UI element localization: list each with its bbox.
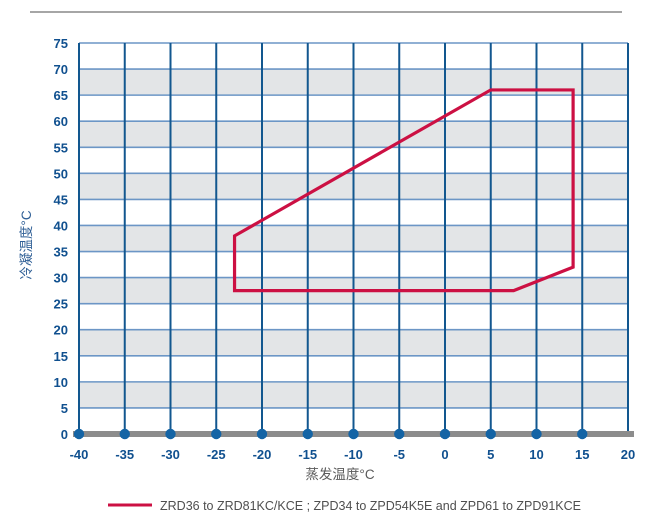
y-tick-label: 65 — [54, 88, 68, 103]
axis-marker-dot — [485, 428, 496, 440]
x-axis-tick-labels: -40 -35 -30 -25 -20 -15 -10 -5 0 5 10 15 20 — [70, 447, 636, 462]
y-tick-label: 35 — [54, 245, 68, 260]
y-tick-label: 20 — [54, 323, 68, 338]
y-tick-label: 75 — [54, 36, 68, 51]
x-tick-label: 20 — [621, 447, 635, 462]
x-tick-label: -30 — [161, 447, 180, 462]
chart-legend: ZRD36 to ZRD81KC/KCE ; ZPD34 to ZPD54K5E… — [108, 499, 581, 513]
y-axis-title: 冷凝温度°C — [19, 210, 34, 279]
x-tick-label: 10 — [529, 447, 543, 462]
y-tick-label: 0 — [61, 427, 68, 442]
y-tick-label: 15 — [54, 349, 68, 364]
y-tick-label: 10 — [54, 375, 68, 390]
y-tick-label: 50 — [54, 166, 68, 181]
series-envelope-polygon — [232, 88, 575, 293]
top-divider — [30, 11, 622, 13]
axis-marker-dot — [394, 428, 405, 440]
y-tick-label: 70 — [54, 62, 68, 77]
x-tick-label: -5 — [393, 447, 405, 462]
y-tick-label: 5 — [61, 401, 68, 416]
axis-marker-dot — [439, 428, 451, 440]
axis-marker-dot — [256, 428, 268, 440]
y-tick-label: 40 — [54, 218, 68, 233]
axis-marker-dot — [211, 428, 222, 440]
axis-marker-dot — [577, 428, 588, 440]
x-tick-label: 5 — [487, 447, 494, 462]
y-tick-label: 45 — [54, 192, 68, 207]
y-tick-label: 60 — [54, 114, 68, 129]
x-tick-label: 15 — [575, 447, 589, 462]
vertical-gridlines — [78, 43, 629, 434]
x-axis-markers — [73, 428, 588, 440]
y-tick-label: 25 — [54, 297, 68, 312]
x-tick-label: 0 — [441, 447, 448, 462]
axis-marker-dot — [302, 428, 313, 440]
y-axis-tick-labels: 0 5 10 15 20 25 30 35 40 45 50 55 60 65 70 75 — [54, 36, 68, 442]
x-tick-label: -20 — [253, 447, 272, 462]
x-tick-label: -10 — [344, 447, 363, 462]
axis-marker-dot — [531, 428, 542, 440]
x-tick-label: -40 — [70, 447, 89, 462]
axis-marker-dot — [119, 428, 130, 440]
axis-marker-dot — [73, 428, 85, 440]
axis-marker-dot — [165, 428, 176, 440]
y-tick-label: 55 — [54, 140, 68, 155]
envelope-outline — [232, 88, 575, 293]
legend-item-label: ZRD36 to ZRD81KC/KCE ; ZPD34 to ZPD54K5E… — [160, 499, 581, 513]
x-tick-label: -25 — [207, 447, 226, 462]
x-axis-title: 蒸发温度°C — [305, 467, 374, 482]
axis-marker-dot — [348, 428, 359, 440]
x-tick-label: -15 — [298, 447, 317, 462]
y-tick-label: 30 — [54, 271, 68, 286]
x-tick-label: -35 — [115, 447, 134, 462]
